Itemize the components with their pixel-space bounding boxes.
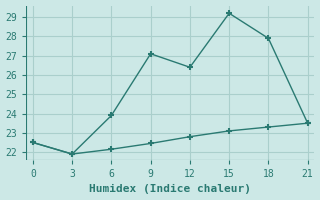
- X-axis label: Humidex (Indice chaleur): Humidex (Indice chaleur): [89, 184, 251, 194]
